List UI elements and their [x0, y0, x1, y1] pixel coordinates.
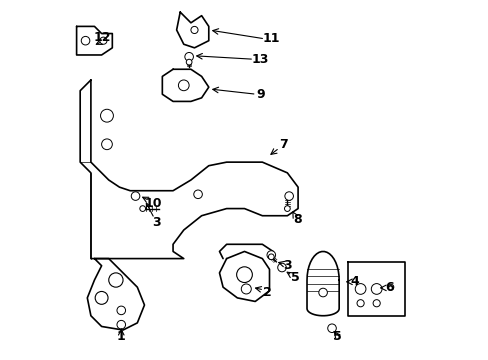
Circle shape	[318, 288, 326, 297]
Circle shape	[95, 292, 108, 304]
Circle shape	[277, 263, 285, 272]
Circle shape	[387, 284, 393, 290]
Text: 3: 3	[152, 216, 161, 229]
Text: 12: 12	[93, 31, 111, 44]
Circle shape	[268, 254, 274, 260]
Circle shape	[102, 139, 112, 150]
Circle shape	[186, 59, 192, 65]
Circle shape	[117, 320, 125, 329]
Text: 3: 3	[283, 258, 291, 271]
Circle shape	[178, 80, 189, 91]
Text: 2: 2	[263, 286, 271, 299]
Circle shape	[356, 300, 364, 307]
Circle shape	[370, 284, 381, 294]
Circle shape	[284, 206, 290, 211]
Text: 5: 5	[290, 271, 299, 284]
Text: 6: 6	[384, 282, 393, 294]
Circle shape	[140, 206, 145, 211]
Text: 1: 1	[117, 330, 125, 343]
Circle shape	[241, 284, 251, 294]
Circle shape	[101, 109, 113, 122]
Text: 8: 8	[292, 213, 301, 226]
Circle shape	[327, 324, 336, 333]
Circle shape	[372, 300, 380, 307]
Circle shape	[117, 306, 125, 315]
Circle shape	[81, 36, 90, 45]
Circle shape	[190, 26, 198, 33]
Circle shape	[285, 192, 293, 201]
Text: 9: 9	[256, 88, 264, 101]
Circle shape	[131, 192, 140, 201]
Circle shape	[354, 284, 365, 294]
Circle shape	[266, 251, 275, 259]
Text: 7: 7	[278, 138, 287, 151]
Text: 4: 4	[350, 275, 359, 288]
Circle shape	[100, 37, 107, 44]
Circle shape	[236, 267, 252, 283]
Text: 5: 5	[332, 330, 341, 343]
Text: 11: 11	[262, 32, 280, 45]
Circle shape	[193, 190, 202, 199]
Circle shape	[108, 273, 123, 287]
Text: 10: 10	[144, 197, 162, 210]
Circle shape	[184, 53, 193, 61]
Text: 13: 13	[251, 53, 269, 66]
